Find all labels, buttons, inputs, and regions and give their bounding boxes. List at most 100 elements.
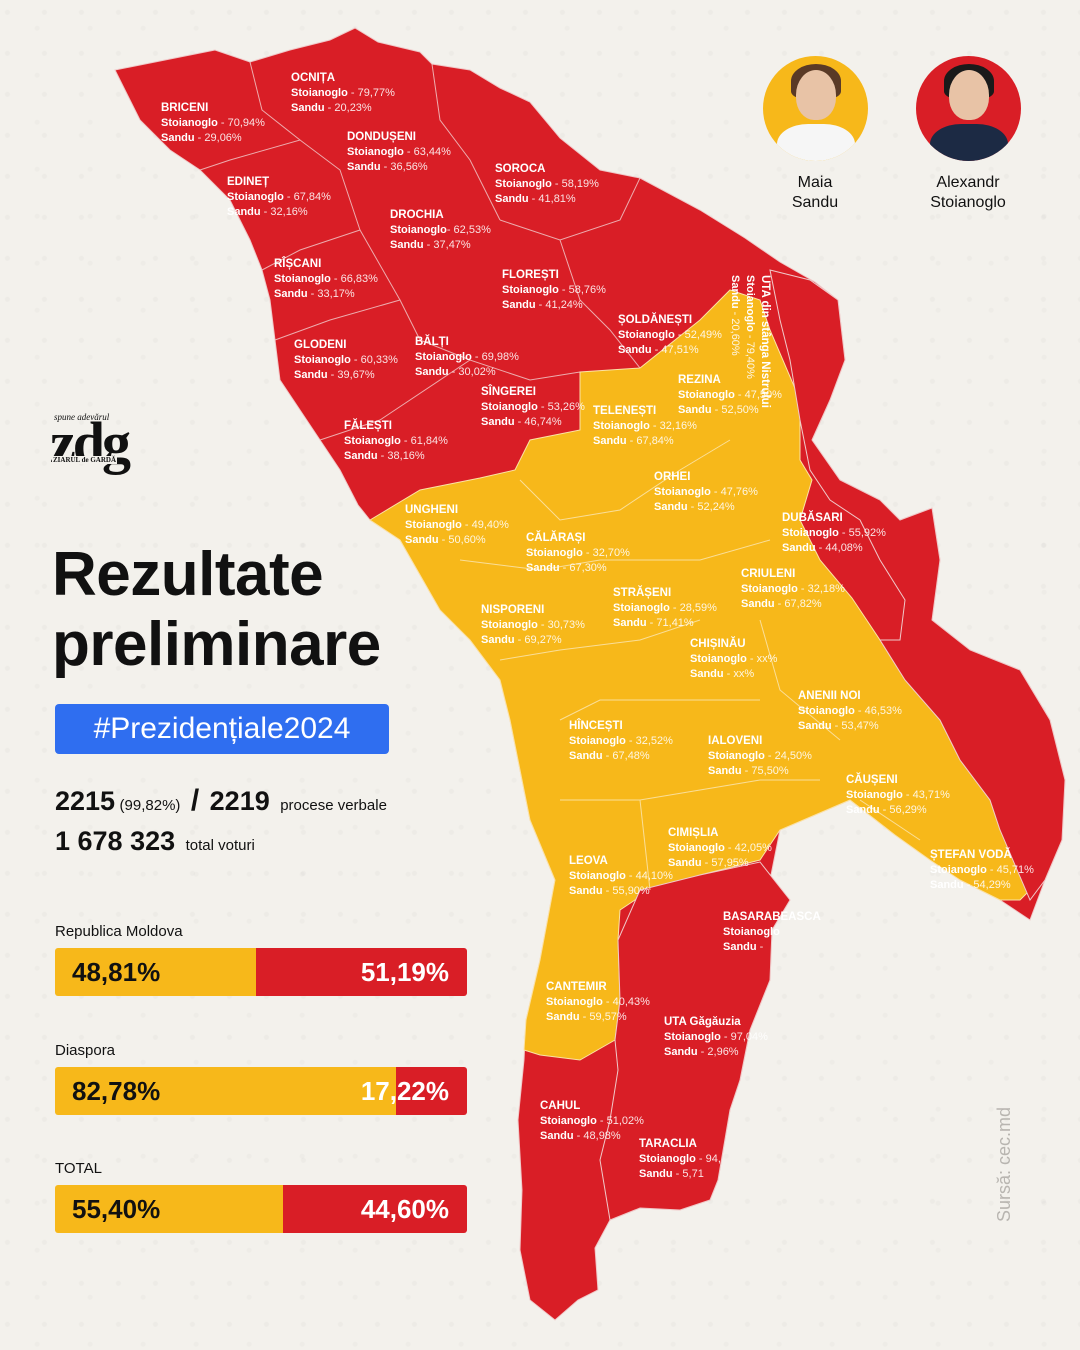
total-count: 2219 <box>209 786 270 816</box>
region-name: GLODENI <box>294 339 346 351</box>
region-stoianoglo-result: Stoianoglo - 69,98% <box>415 351 519 363</box>
region-name: CAHUL <box>540 1100 580 1112</box>
region-sandu-result: Sandu - 20,60% <box>729 275 741 356</box>
processed-label: procese verbale <box>280 797 387 814</box>
region-stoianoglo-result: Stoianoglo - 79,77% <box>291 87 395 99</box>
bar-segment-sandu <box>55 1067 397 1115</box>
region-stoianoglo-result: Stoianoglo - 66,83% <box>274 273 378 285</box>
bar-value-sandu: 48,81% <box>72 957 161 987</box>
region-stoianoglo-result: Stoianoglo - 79,40% <box>744 275 756 379</box>
region-sandu-result: Sandu - 69,27% <box>481 634 562 646</box>
region-name: LEOVA <box>569 855 608 867</box>
bar-label-diaspora: Diaspora <box>55 1042 116 1059</box>
logo-subtitle: ZIARUL de GARDĂ <box>52 456 118 464</box>
region-stoianoglo-result: Stoianoglo - 44,10% <box>569 870 673 882</box>
bar-value-stoianoglo: 17,22% <box>360 1076 449 1106</box>
region-label: LEOVA Stoianoglo - 44,10% Sandu - 55,90% <box>569 855 673 897</box>
region-stoianoglo-result: Stoianoglo - 32,16% <box>593 420 697 432</box>
region-sandu-result: Sandu - <box>723 941 764 953</box>
region-sandu-result: Sandu - xx% <box>690 668 754 680</box>
region-stoianoglo-result: Stoianoglo - 67,84% <box>227 191 331 203</box>
region-sandu-result: Sandu - 30,02% <box>415 366 496 378</box>
region-name: UTA Găgăuzia <box>664 1016 741 1028</box>
region-stoianoglo-result: Stoianoglo - 40,43% <box>546 996 650 1008</box>
slash-separator: / <box>190 784 200 817</box>
region-name: REZINA <box>678 374 721 386</box>
votes-stats: 1 678 323 total voturi <box>55 826 255 857</box>
region-sandu-result: Sandu - 39,67% <box>294 369 375 381</box>
candidate-card-sandu: Maia Sandu <box>760 56 870 213</box>
candidate-name-stoianoglo: Alexandr Stoianoglo <box>913 173 1023 213</box>
region-sandu-result: Sandu - 75,50% <box>708 765 789 777</box>
hashtag-badge: #Prezidențiale2024 <box>55 704 389 754</box>
region-name: DONDUȘENI <box>347 131 416 143</box>
region-name: NISPORENI <box>481 604 544 616</box>
region-name: DUBĂSARI <box>782 511 843 524</box>
region-label: ANENII NOI Stoianoglo - 46,53% Sandu - 53,… <box>798 690 902 732</box>
region-name: OCNIȚA <box>291 72 335 84</box>
region-label: BĂLȚI Stoianoglo - 69,98% Sandu - 30,02% <box>415 335 519 378</box>
region-label: CĂUȘENI Stoianoglo - 43,71% Sandu - 56,29% <box>846 773 950 816</box>
bar-segment-stoianoglo <box>396 1067 467 1115</box>
region-stoianoglo-result: Stoianoglo - 70,94% <box>161 117 265 129</box>
region-stoianoglo-result: Stoianoglo - 63,44% <box>347 146 451 158</box>
region-name: TELENEȘTI <box>593 405 656 417</box>
region-sandu-result: Sandu - 37,47% <box>390 239 471 251</box>
region-name: ȘTEFAN VODĂ <box>930 848 1012 861</box>
region-label: CHIȘINĂU Stoianoglo - xx% Sandu - xx% <box>690 637 778 680</box>
region-stoianoglo-result: Stoianoglo - 52,49% <box>618 329 722 341</box>
region-sandu-result: Sandu - 5,71 <box>639 1168 704 1180</box>
region-name: CRIULENI <box>741 568 795 580</box>
region-label: TELENEȘTI Stoianoglo - 32,16% Sandu - 67,8… <box>593 405 697 447</box>
region-sandu-result: Sandu - 53,47% <box>798 720 879 732</box>
region-stoianoglo-result: Stoianoglo - 58,76% <box>502 284 606 296</box>
region-sandu-result: Sandu - 47,51% <box>618 344 699 356</box>
region-sandu-result: Sandu - 71,41% <box>613 617 694 629</box>
bar-segment-stoianoglo <box>256 948 467 996</box>
district-borders-center <box>459 439 921 891</box>
region-label: HÎNCEȘTI Stoianoglo - 32,52% Sandu - 67,48… <box>569 719 673 762</box>
region-name: IALOVENI <box>708 735 762 747</box>
region-label: ȘTEFAN VODĂ Stoianoglo - 45,71% Sandu - 54… <box>930 848 1034 891</box>
region-sandu-result: Sandu - 48,98% <box>540 1130 621 1142</box>
region-sandu-result: Sandu - 46,74% <box>481 416 562 428</box>
map-center-yellow <box>369 289 1041 1061</box>
result-bar-diaspora: 82,78% 17,22% <box>55 1067 467 1115</box>
region-name: EDINEȚ <box>227 176 269 188</box>
region-label: CRIULENI Stoianoglo - 32,18% Sandu - 67,82… <box>741 568 845 610</box>
region-label: ȘOLDĂNEȘTI Stoianoglo - 52,49% Sandu - 47,… <box>618 313 722 356</box>
region-sandu-result: Sandu - 57,95% <box>668 857 749 869</box>
region-sandu-result: Sandu - 33,17% <box>274 288 355 300</box>
processed-percent: (99,82%) <box>119 797 181 814</box>
map-south-red <box>599 861 791 1221</box>
region-name: FĂLEȘTI <box>344 419 392 432</box>
bar-segment-stoianoglo <box>283 1185 467 1233</box>
region-name: HÎNCEȘTI <box>569 719 623 732</box>
region-name: ORHEI <box>654 471 690 483</box>
votes-label: total voturi <box>185 837 255 854</box>
region-label: BASARABEASCA Stoianoglo Sandu - <box>723 911 821 953</box>
region-sandu-result: Sandu - 56,29% <box>846 804 927 816</box>
region-name: CIMIȘLIA <box>668 827 718 839</box>
region-sandu-result: Sandu - 59,57% <box>546 1011 627 1023</box>
portrait-icon <box>762 56 868 161</box>
region-label: STRĂȘENI Stoianoglo - 28,59% Sandu - 71,41… <box>613 586 717 629</box>
region-sandu-result: Sandu - 38,16% <box>344 450 425 462</box>
region-label: SOROCA Stoianoglo - 58,19% Sandu - 41,81% <box>495 163 599 205</box>
region-labels: BRICENI Stoianoglo - 70,94% Sandu - 29,06%… <box>161 72 1034 1180</box>
region-label: RÎȘCANI Stoianoglo - 66,83% Sandu - 33,17% <box>274 257 378 300</box>
region-sandu-result: Sandu - 29,06% <box>161 132 242 144</box>
region-sandu-result: Sandu - 20,23% <box>291 102 372 114</box>
candidate-name-sandu: Maia Sandu <box>760 173 870 213</box>
region-label: GLODENI Stoianoglo - 60,33% Sandu - 39,67% <box>294 339 398 381</box>
region-label: ORHEI Stoianoglo - 47,76% Sandu - 52,24% <box>654 471 758 513</box>
region-label: BRICENI Stoianoglo - 70,94% Sandu - 29,06% <box>161 102 265 144</box>
candidate-first-name: Maia <box>797 174 833 191</box>
region-label: OCNIȚA Stoianoglo - 79,77% Sandu - 20,23% <box>291 72 395 114</box>
region-sandu-result: Sandu - 67,30% <box>526 562 607 574</box>
bar-value-sandu: 82,78% <box>72 1076 161 1106</box>
region-stoianoglo-result: Stoianoglo - 46,53% <box>798 705 902 717</box>
region-stoianoglo-result: Stoianoglo - 55,92% <box>782 527 886 539</box>
